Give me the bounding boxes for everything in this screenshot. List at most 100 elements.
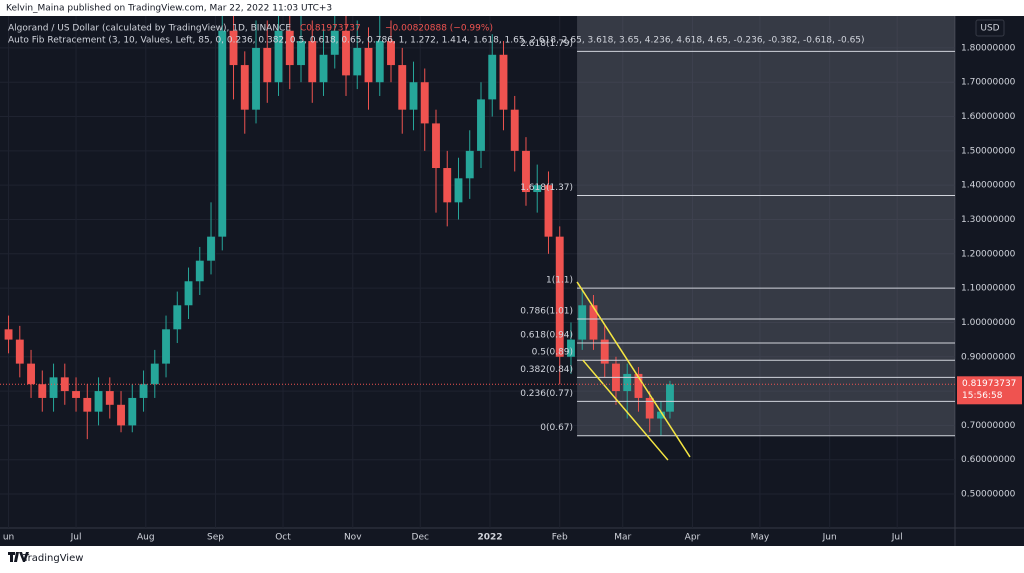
- candle-body: [555, 236, 564, 357]
- fib-label: 1.618(1.37): [520, 183, 573, 193]
- candle-body: [285, 30, 294, 66]
- candle-body: [454, 178, 463, 203]
- x-tick-label: un: [3, 533, 14, 543]
- candle-body: [330, 30, 339, 55]
- footer-bar: [0, 546, 1024, 569]
- y-tick-label: 0.50000000: [961, 490, 1016, 500]
- y-tick-label: 1.70000000: [961, 78, 1016, 88]
- candle-body: [364, 47, 373, 83]
- candle-body: [184, 281, 193, 306]
- y-tick-label: 1.60000000: [961, 112, 1016, 122]
- fib-label: 0.5(0.89): [532, 348, 573, 358]
- candle-body: [465, 150, 474, 179]
- candle-body: [72, 391, 80, 398]
- candle-body: [218, 30, 227, 237]
- candle-body: [195, 260, 204, 282]
- candle-body: [666, 384, 674, 412]
- candle-body: [589, 305, 598, 340]
- fib-label: 0.618(0.94): [520, 331, 573, 341]
- price-label: 0.81973737: [962, 379, 1016, 389]
- candle-body: [207, 236, 215, 261]
- candle-body: [634, 373, 643, 398]
- publisher: Kelvin_Maina published on TradingView.co…: [6, 4, 332, 14]
- candle-body: [15, 339, 24, 364]
- candle-body: [375, 41, 384, 83]
- candle-body: [420, 82, 429, 124]
- candle-body: [27, 363, 35, 385]
- candle-body: [173, 305, 182, 330]
- candle-body: [274, 30, 283, 83]
- y-tick-label: 0.60000000: [961, 455, 1016, 465]
- candle-body: [623, 373, 632, 392]
- x-tick-label: Mar: [614, 533, 631, 543]
- fib-label: 0.786(1.01): [520, 307, 573, 317]
- x-tick-label: Oct: [275, 533, 291, 543]
- x-tick-label: Feb: [552, 533, 568, 543]
- candle-body: [510, 109, 519, 151]
- x-tick-label: Sep: [207, 533, 224, 543]
- currency: USD: [980, 24, 999, 34]
- candle-body: [4, 329, 13, 340]
- candle-body: [398, 65, 407, 110]
- candle-body: [544, 185, 553, 237]
- candle-body: [488, 54, 497, 100]
- fib-label: 0.236(0.77): [520, 389, 573, 399]
- candle-body: [578, 305, 587, 340]
- x-tick-label: Jul: [70, 533, 82, 543]
- candle-body: [319, 54, 328, 83]
- candle-body: [645, 397, 654, 419]
- x-tick-label: Jun: [822, 533, 837, 543]
- fib-label: 0.382(0.84): [520, 365, 573, 375]
- candle-body: [117, 404, 125, 426]
- change: −0.00820888 (−0.99%): [385, 24, 493, 34]
- x-tick-label: May: [751, 533, 770, 543]
- brand: TradingView: [22, 553, 83, 564]
- y-tick-label: 1.40000000: [961, 181, 1016, 191]
- candle-body: [567, 339, 575, 357]
- last-price: C0.81973737: [300, 24, 361, 34]
- candle-body: [252, 47, 260, 110]
- x-tick-label: 2022: [477, 533, 502, 543]
- candle-body: [162, 329, 170, 364]
- candle-body: [308, 41, 317, 83]
- candle-body: [94, 391, 103, 412]
- indicator: Auto Fib Retracement (3, 10, Values, Lef…: [8, 36, 865, 46]
- candle-body: [477, 99, 485, 151]
- candle-body: [432, 123, 440, 169]
- x-tick-label: Aug: [137, 533, 155, 543]
- trend-line: [582, 359, 669, 461]
- x-tick-label: Jul: [891, 533, 903, 543]
- trend-line: [576, 281, 691, 458]
- y-tick-label: 1.80000000: [961, 43, 1016, 53]
- candle-body: [38, 384, 47, 398]
- candle-body: [150, 363, 159, 385]
- candle-body: [263, 47, 272, 83]
- candle-body: [128, 397, 137, 426]
- candle-body: [105, 391, 114, 405]
- x-tick-label: Nov: [344, 533, 362, 543]
- candle-body: [240, 65, 249, 110]
- price-tag: [957, 376, 1022, 405]
- x-tick-label: Dec: [412, 533, 429, 543]
- fib-area: [577, 16, 955, 436]
- y-tick-label: 1.10000000: [961, 284, 1016, 294]
- y-tick-label: 0.70000000: [961, 421, 1016, 431]
- y-tick-label: 1.50000000: [961, 146, 1016, 156]
- y-tick-label: 1.20000000: [961, 249, 1016, 259]
- countdown: 15:56:58: [962, 391, 1003, 401]
- fib-label: 1(1.1): [546, 276, 573, 286]
- chart-title: Algorand / US Dollar (calculated by Trad…: [8, 24, 291, 34]
- x-tick-label: Apr: [685, 533, 701, 543]
- currency-box[interactable]: [975, 19, 1005, 37]
- candle-body: [353, 47, 362, 76]
- y-tick-label: 1.00000000: [961, 318, 1016, 328]
- candle-body: [657, 411, 665, 419]
- candle-body: [342, 30, 350, 76]
- plot-layer: 2.618(1.79) 1.618(1.37) 1(1.1) 0.786(1.01) 0…: [0, 16, 955, 461]
- candle-body: [443, 168, 452, 203]
- candle-body: [83, 397, 92, 412]
- chart-bg: [0, 16, 1024, 546]
- candle-body: [229, 30, 238, 66]
